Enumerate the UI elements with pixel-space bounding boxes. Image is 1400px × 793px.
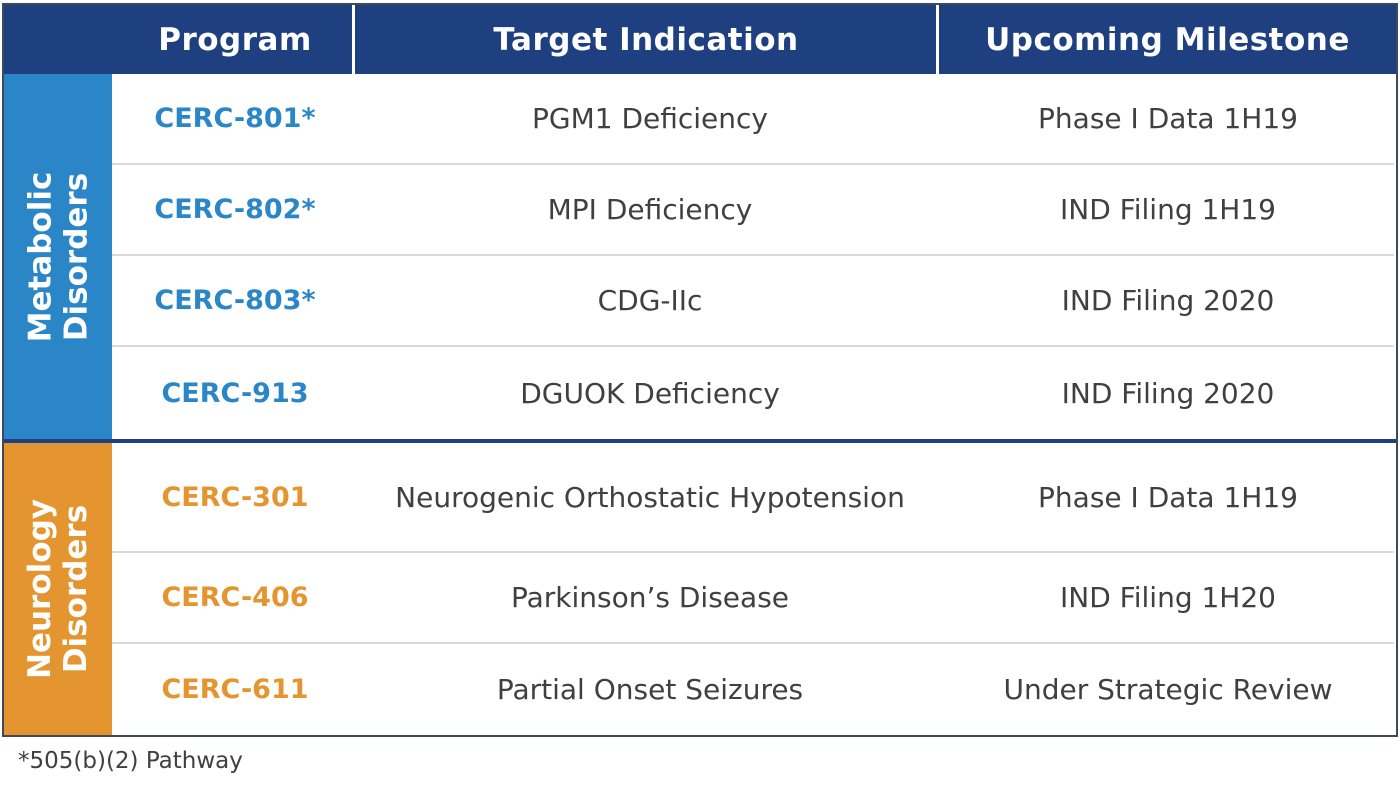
table-row: CERC-802* MPI Deficiency IND Filing 1H19 [112, 165, 1394, 256]
target-indication: DGUOK Deficiency [520, 376, 780, 410]
table-row: CERC-406 Parkinson’s Disease IND Filing … [112, 553, 1394, 644]
upcoming-milestone: Phase I Data 1H19 [1038, 102, 1298, 135]
upcoming-milestone: IND Filing 2020 [1061, 376, 1275, 410]
upcoming-milestone: Under Strategic Review [1003, 673, 1333, 706]
program-name: CERC-801* [154, 103, 316, 134]
header-divider [936, 5, 939, 74]
header-target-indication: Target Indication [493, 21, 799, 58]
table-row: CERC-301 Neurogenic Orthostatic Hypotens… [112, 443, 1394, 553]
program-name: CERC-803* [154, 285, 316, 316]
upcoming-milestone: IND Filing 1H19 [1060, 193, 1276, 226]
program-name: CERC-802* [154, 194, 316, 225]
table-row: CERC-801* PGM1 Deficiency Phase I Data 1… [112, 74, 1394, 165]
target-indication: Parkinson’s Disease [510, 581, 790, 614]
program-name: CERC-406 [161, 582, 309, 613]
footnote: *505(b)(2) Pathway [18, 748, 243, 774]
upcoming-milestone: IND Filing 1H20 [1060, 581, 1276, 614]
upcoming-milestone: Phase I Data 1H19 [1038, 480, 1298, 514]
target-indication: Partial Onset Seizures [496, 673, 804, 706]
group-divider [4, 439, 1396, 443]
group-label-neurology: Neurology Disorders [4, 443, 112, 735]
target-indication: CDG-IIc [597, 284, 703, 317]
table-row: CERC-611 Partial Onset Seizures Under St… [112, 644, 1394, 735]
group-label-metabolic-text: Metabolic Disorders [22, 171, 95, 342]
upcoming-milestone: IND Filing 2020 [1061, 284, 1275, 317]
header-program: Program [158, 21, 312, 58]
table-header: Program Target Indication Upcoming Miles… [4, 5, 1396, 74]
group-label-neurology-text: Neurology Disorders [22, 499, 95, 679]
table-row: CERC-803* CDG-IIc IND Filing 2020 [112, 256, 1394, 347]
program-name: CERC-611 [161, 674, 309, 705]
target-indication: MPI Deficiency [547, 193, 753, 226]
program-name: CERC-301 [161, 481, 309, 513]
group-label-metabolic: Metabolic Disorders [4, 74, 112, 439]
program-name: CERC-913 [161, 377, 309, 409]
header-divider [352, 5, 355, 74]
target-indication: PGM1 Deficiency [532, 102, 768, 135]
target-indication: Neurogenic Orthostatic Hypotension [395, 480, 905, 514]
header-upcoming-milestone: Upcoming Milestone [985, 21, 1350, 58]
pipeline-table: Program Target Indication Upcoming Miles… [2, 3, 1398, 737]
table-row: CERC-913 DGUOK Deficiency IND Filing 202… [112, 347, 1394, 439]
